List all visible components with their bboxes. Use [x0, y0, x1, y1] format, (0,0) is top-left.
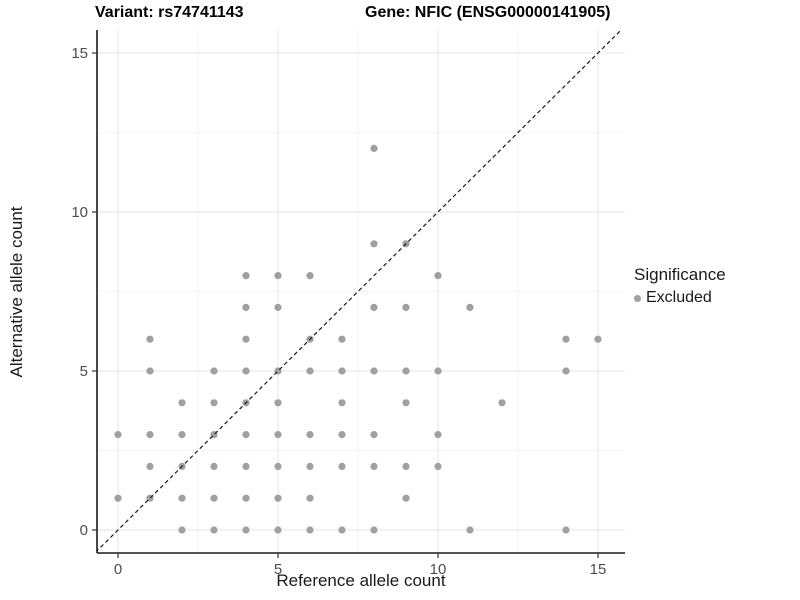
data-point: [402, 399, 410, 407]
data-point: [146, 462, 154, 470]
data-point: [274, 431, 282, 439]
data-point: [242, 462, 250, 470]
data-point: [338, 399, 346, 407]
gridlines: [97, 30, 625, 553]
data-point: [114, 494, 122, 502]
data-point: [210, 462, 218, 470]
data-point: [274, 303, 282, 311]
data-point: [338, 431, 346, 439]
x-tick-label: 5: [274, 561, 282, 578]
data-point: [370, 144, 378, 152]
data-point: [466, 303, 474, 311]
data-point: [114, 431, 122, 439]
axes: [92, 30, 625, 558]
data-point: [370, 240, 378, 248]
y-tick-label: 5: [80, 363, 88, 380]
data-point: [242, 526, 250, 534]
data-point: [274, 399, 282, 407]
data-point: [402, 303, 410, 311]
data-point: [562, 335, 570, 343]
y-axis-label: Alternative allele count: [7, 206, 26, 377]
data-point: [242, 367, 250, 375]
data-point: [274, 526, 282, 534]
data-point: [178, 526, 186, 534]
data-point: [306, 367, 314, 375]
tick-labels: 0 5 10 15 0 5 10 15: [71, 45, 606, 578]
data-point: [434, 462, 442, 470]
data-point: [370, 367, 378, 375]
data-point: [466, 526, 474, 534]
data-point: [242, 303, 250, 311]
y-tick-label: 15: [71, 45, 88, 62]
data-point: [242, 272, 250, 280]
legend: Significance Excluded: [634, 265, 726, 307]
legend-item-label: Excluded: [646, 289, 712, 306]
data-point: [306, 431, 314, 439]
data-point: [338, 462, 346, 470]
plot-title-variant: Variant: rs74741143: [95, 4, 244, 21]
data-point: [402, 494, 410, 502]
data-point: [402, 462, 410, 470]
plot-title-gene: Gene: NFIC (ENSG00000141905): [365, 4, 611, 21]
data-point: [370, 431, 378, 439]
data-point: [210, 367, 218, 375]
data-point: [210, 399, 218, 407]
data-point: [274, 462, 282, 470]
data-point: [562, 367, 570, 375]
data-point: [562, 526, 570, 534]
data-point: [274, 272, 282, 280]
data-point: [146, 431, 154, 439]
y-tick-label: 0: [80, 522, 88, 539]
data-point: [242, 335, 250, 343]
data-point: [242, 494, 250, 502]
legend-title: Significance: [634, 265, 726, 284]
data-point: [306, 526, 314, 534]
data-point: [594, 335, 602, 343]
data-point: [370, 526, 378, 534]
identity-line: [97, 30, 622, 552]
x-tick-label: 0: [114, 561, 122, 578]
data-point: [178, 431, 186, 439]
data-point: [338, 367, 346, 375]
data-point: [178, 399, 186, 407]
data-point: [146, 335, 154, 343]
x-axis-label: Reference allele count: [276, 571, 445, 590]
data-point: [338, 526, 346, 534]
y-tick-label: 10: [71, 204, 88, 221]
data-point: [434, 431, 442, 439]
data-point: [434, 367, 442, 375]
data-points: [114, 144, 602, 534]
data-point: [306, 494, 314, 502]
legend-item-excluded: Excluded: [634, 289, 726, 307]
data-point: [370, 303, 378, 311]
legend-point-icon: [634, 294, 641, 302]
data-point: [274, 494, 282, 502]
data-point: [178, 494, 186, 502]
data-point: [306, 272, 314, 280]
data-point: [146, 367, 154, 375]
x-tick-label: 15: [590, 561, 607, 578]
data-point: [434, 272, 442, 280]
data-point: [498, 399, 506, 407]
data-point: [402, 367, 410, 375]
data-point: [338, 335, 346, 343]
data-point: [370, 462, 378, 470]
data-point: [210, 494, 218, 502]
data-point: [242, 431, 250, 439]
data-point: [210, 526, 218, 534]
x-tick-label: 10: [430, 561, 447, 578]
data-point: [306, 462, 314, 470]
